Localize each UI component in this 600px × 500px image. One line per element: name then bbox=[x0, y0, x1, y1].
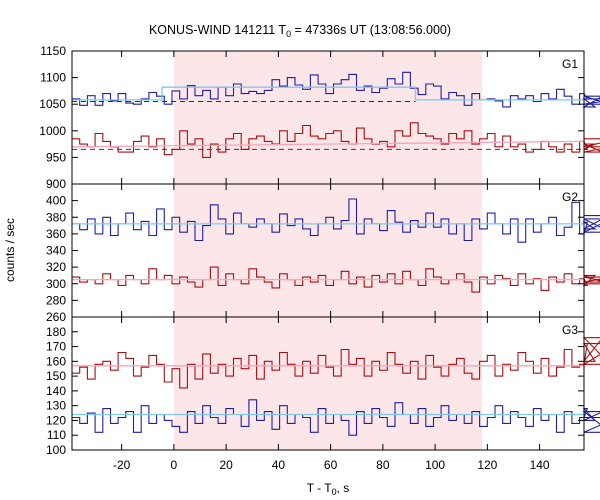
y-tick-label: 300 bbox=[46, 277, 66, 291]
y-axis-title: counts / sec bbox=[3, 218, 17, 282]
x-tick-label: 120 bbox=[477, 458, 497, 472]
y-tick-label: 150 bbox=[46, 369, 66, 383]
y-tick-label: 320 bbox=[46, 260, 66, 274]
x-axis-title: T - T0, s bbox=[307, 481, 350, 497]
y-tick-label: 400 bbox=[46, 194, 66, 208]
x-tick-label: 100 bbox=[425, 458, 445, 472]
burst-interval-shading bbox=[173, 51, 483, 450]
x-tick-label: 40 bbox=[272, 458, 286, 472]
y-tick-label: 260 bbox=[46, 310, 66, 324]
panel-g3-series bbox=[72, 337, 600, 436]
panel-g2-series-red-histogram-1 bbox=[72, 266, 600, 293]
panel-g1-series-blue-histogram-0 bbox=[72, 71, 600, 108]
x-tick-label: 140 bbox=[530, 458, 550, 472]
y-tick-label: 160 bbox=[46, 354, 66, 368]
x-tick-label: 0 bbox=[171, 458, 178, 472]
panel-label-g2: G2 bbox=[562, 190, 578, 204]
burst-interval-rect bbox=[173, 51, 483, 450]
tick-marks bbox=[72, 50, 584, 451]
chart-title: KONUS-WIND 141211 T0 = 47336s UT (13:08:… bbox=[149, 23, 451, 39]
panel-g3-series-blue-histogram-1 bbox=[72, 399, 600, 436]
y-tick-label: 360 bbox=[46, 227, 66, 241]
y-tick-label: 950 bbox=[46, 150, 66, 164]
y-tick-label: 130 bbox=[46, 399, 66, 413]
y-tick-label: 1000 bbox=[39, 124, 66, 138]
panel-g2-series bbox=[72, 198, 600, 293]
panel-g3-series-red-histogram-0 bbox=[72, 337, 600, 389]
x-tick-label: 80 bbox=[376, 458, 390, 472]
y-tick-label: 120 bbox=[46, 413, 66, 427]
panel-label-g3: G3 bbox=[562, 323, 578, 337]
y-tick-label: 900 bbox=[46, 177, 66, 191]
panel-g3-frame bbox=[71, 316, 585, 451]
y-tick-label: 180 bbox=[46, 325, 66, 339]
x-tick-label: 20 bbox=[219, 458, 233, 472]
y-tick-label: 140 bbox=[46, 384, 66, 398]
series-layer bbox=[71, 71, 600, 436]
x-tick-label: 60 bbox=[324, 458, 338, 472]
y-tick-label: 1100 bbox=[40, 71, 66, 85]
panel-label-g1: G1 bbox=[562, 57, 578, 71]
y-tick-label: 170 bbox=[46, 340, 66, 354]
y-tick-label: 110 bbox=[47, 428, 66, 442]
panel-g1-series bbox=[71, 71, 600, 158]
y-tick-label: 1050 bbox=[39, 97, 66, 111]
y-tick-label: 380 bbox=[46, 210, 66, 224]
panel-g2-series-blue-histogram-0 bbox=[72, 198, 600, 243]
panel-g1-series-pink-line-3 bbox=[71, 140, 585, 148]
y-tick-label: 1150 bbox=[40, 44, 66, 58]
x-tick-label: -20 bbox=[113, 458, 131, 472]
panel-g1-series-light_blue-step-2 bbox=[72, 86, 584, 101]
y-tick-label: 280 bbox=[46, 293, 66, 307]
y-tick-label: 100 bbox=[46, 443, 66, 457]
tick-labels: 9009501000105011001150G12602803003203403… bbox=[39, 44, 578, 472]
y-tick-label: 340 bbox=[46, 244, 66, 258]
